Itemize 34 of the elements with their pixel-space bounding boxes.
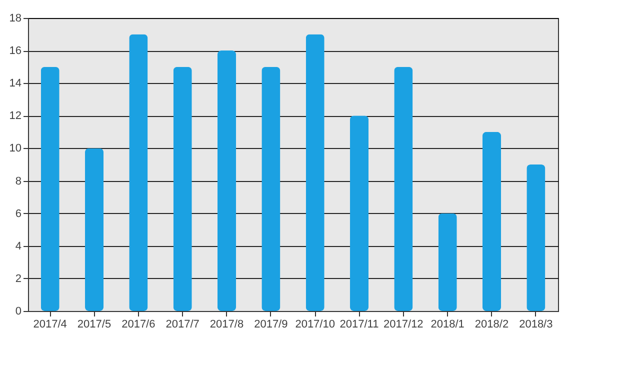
bar xyxy=(482,132,502,311)
y-tick-label: 18 xyxy=(9,12,22,24)
x-tick-label: 2017/11 xyxy=(340,318,379,330)
x-tick-label: 2017/7 xyxy=(166,318,200,330)
bar xyxy=(438,213,457,311)
bar xyxy=(40,66,60,311)
bar xyxy=(350,116,369,311)
x-tick-label: 2018/3 xyxy=(519,318,553,330)
y-tick-label: 0 xyxy=(15,306,22,318)
bar xyxy=(306,34,324,311)
bar xyxy=(262,66,280,311)
bar xyxy=(84,148,104,311)
x-tick-label: 2017/9 xyxy=(254,318,288,330)
x-tick-label: 2018/2 xyxy=(474,318,509,330)
x-tick-label: 2017/4 xyxy=(33,318,67,330)
y-tick-label: 8 xyxy=(15,175,22,188)
y-tick-label: 10 xyxy=(9,142,22,155)
x-tick-label: 2017/10 xyxy=(295,318,335,330)
y-tick-label: 2 xyxy=(15,272,22,285)
x-tick-label: 2017/8 xyxy=(210,318,244,330)
y-tick-label: 6 xyxy=(15,208,22,220)
bar xyxy=(394,66,413,311)
x-tick-label: 2017/12 xyxy=(384,318,424,330)
x-tick-label: 2017/6 xyxy=(122,318,156,330)
bar xyxy=(129,34,148,311)
bar xyxy=(173,66,192,311)
y-tick-label: 12 xyxy=(9,110,22,122)
x-tick-label: 2018/1 xyxy=(430,318,464,330)
y-tick-label: 14 xyxy=(9,78,22,90)
y-tick-label: 16 xyxy=(9,45,22,58)
x-tick-label: 2017/5 xyxy=(77,318,112,330)
bar xyxy=(217,50,236,311)
y-tick-label: 4 xyxy=(15,240,22,252)
bar xyxy=(526,164,546,311)
